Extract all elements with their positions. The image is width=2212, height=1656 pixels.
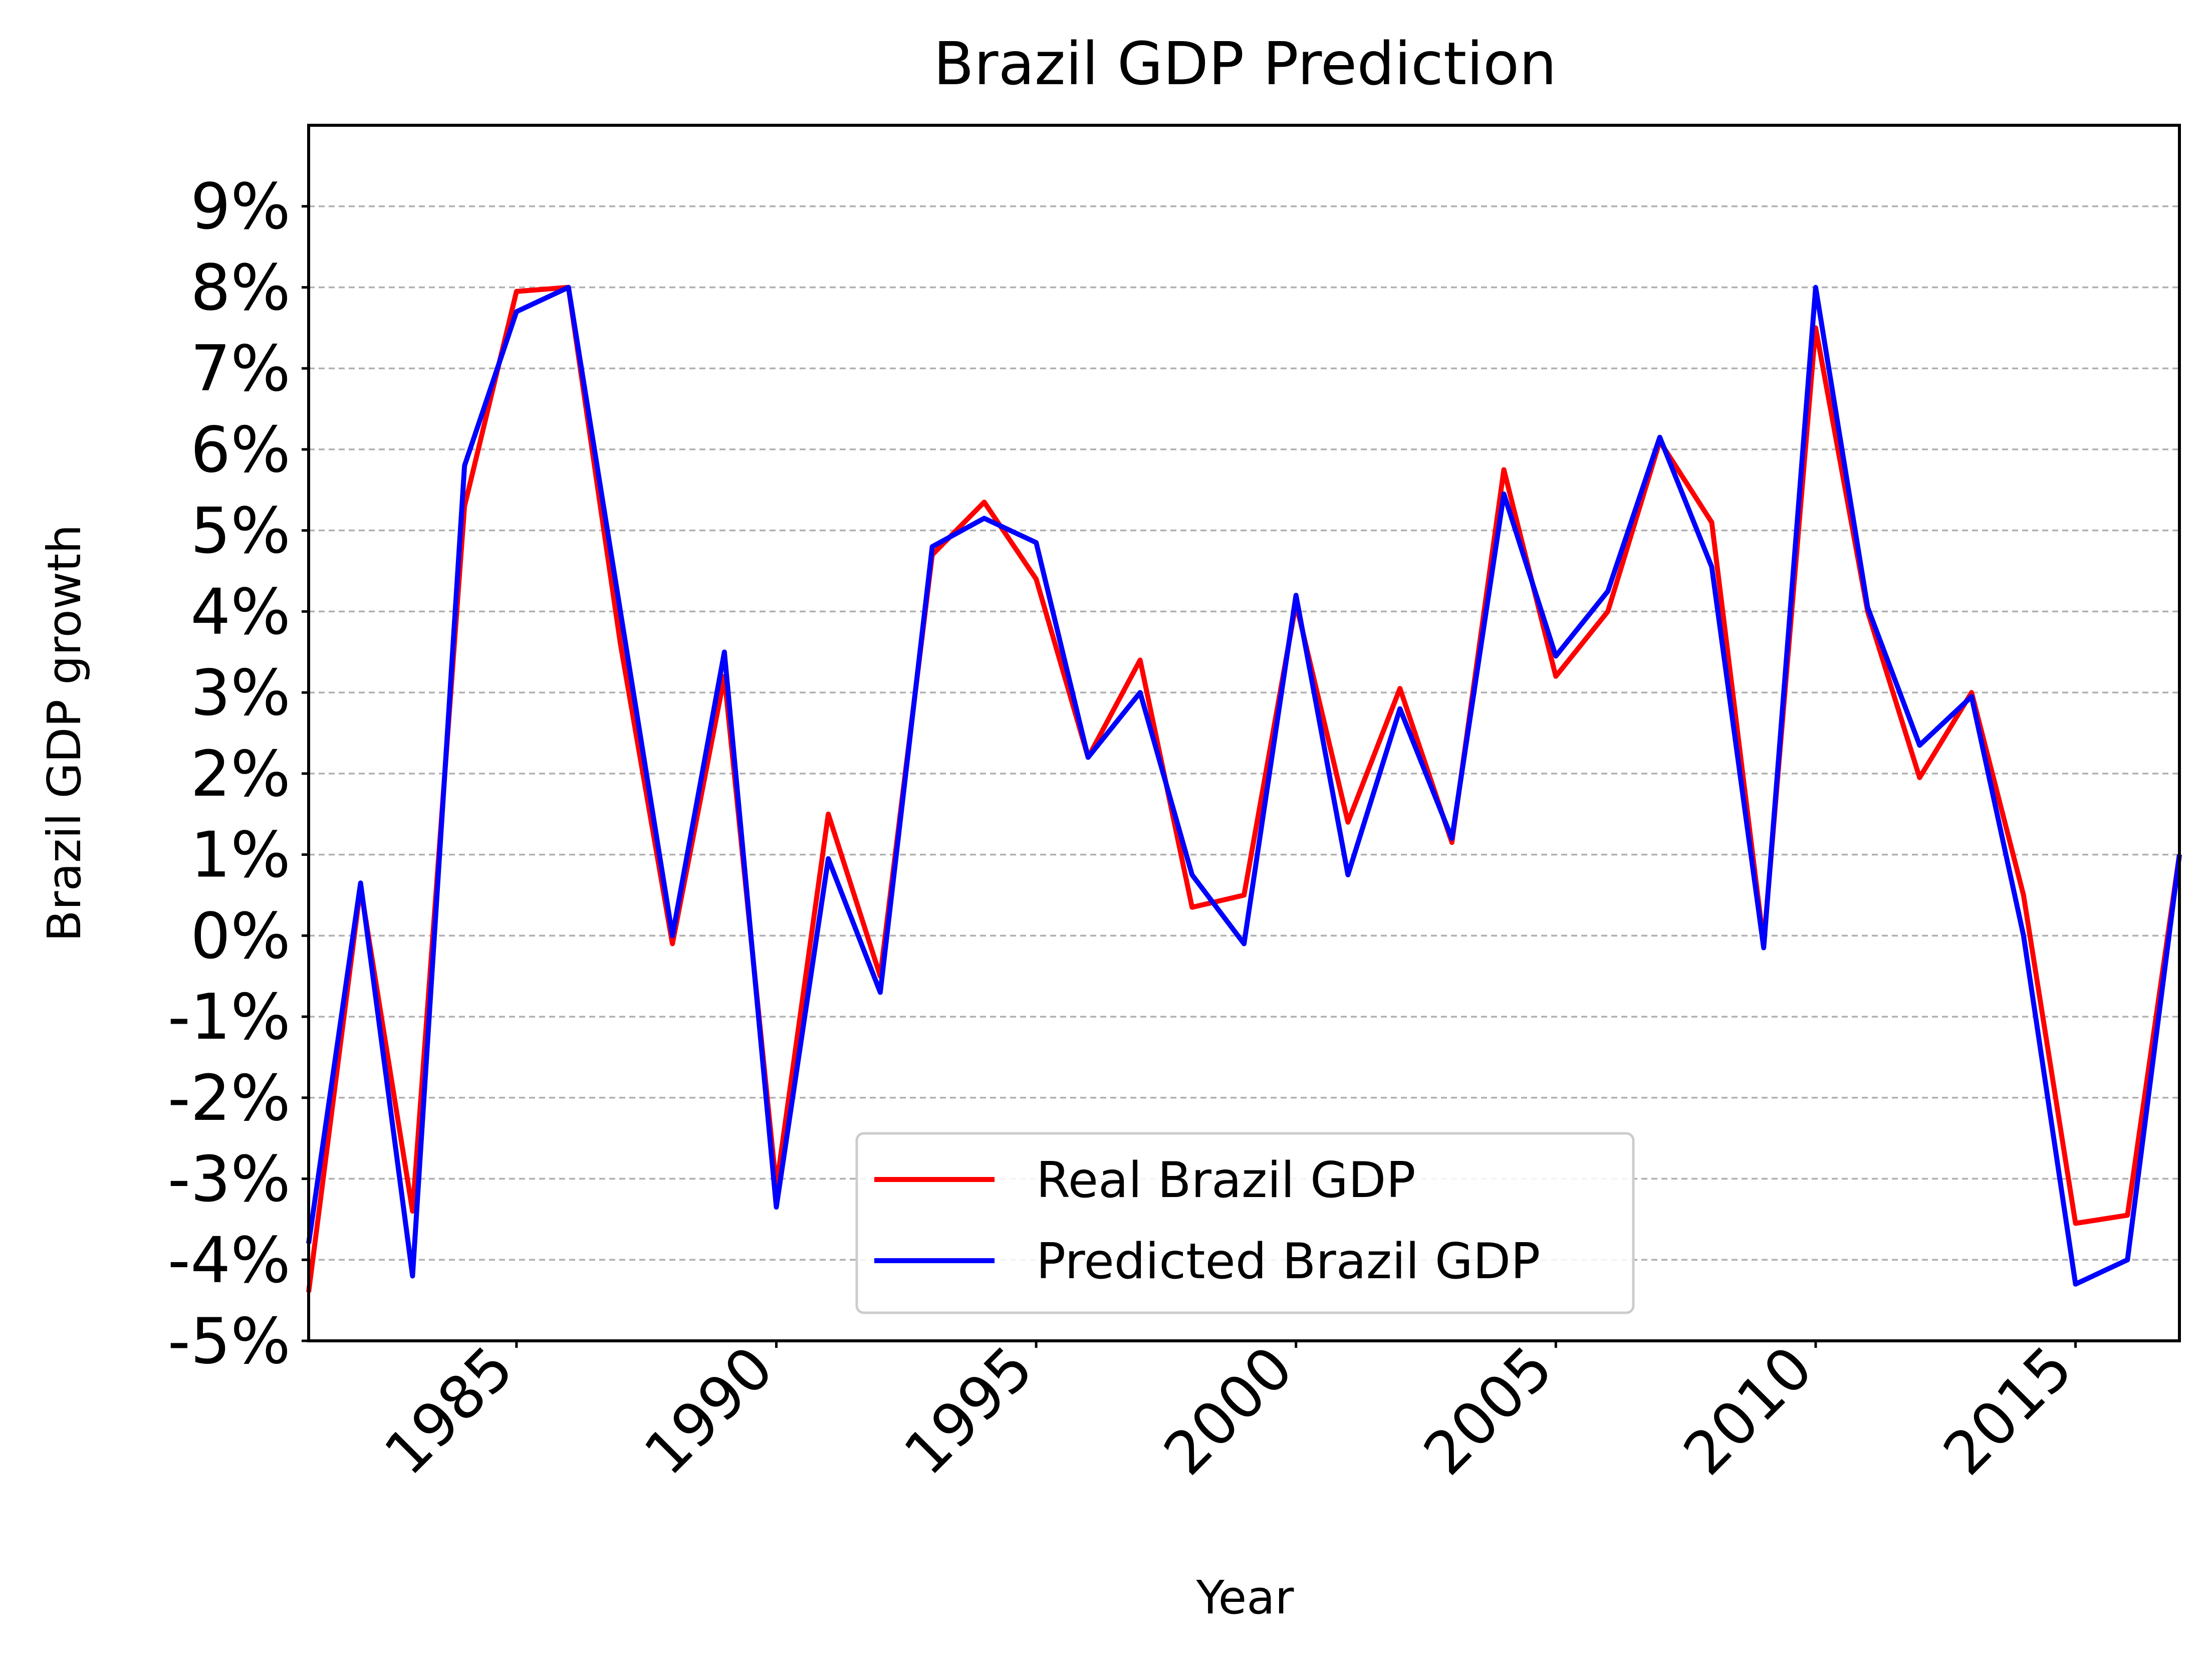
y-tick-label: 6% <box>190 413 291 487</box>
x-axis-label: Year <box>1196 1571 1294 1624</box>
y-axis-ticks: -5%-4%-3%-2%-1%0%1%2%3% 4%5%6% 7% 8%9% <box>168 170 309 1378</box>
data-series <box>306 285 2182 1293</box>
legend-box <box>855 1132 1635 1314</box>
x-tick-label: 2010 <box>1670 1333 1826 1488</box>
legend-label-predicted: Predicted Brazil GDP <box>1036 1233 1540 1290</box>
y-tick-label: 9% <box>190 170 291 244</box>
plot-frame <box>307 124 2181 1342</box>
x-tick-label: 2015 <box>1930 1333 2085 1488</box>
y-tick-label: -2% <box>168 1061 291 1135</box>
y-tick-label: 7% <box>190 332 291 405</box>
predicted-gdp-line <box>306 285 2182 1287</box>
y-tick-label: 8% <box>190 251 291 324</box>
y-tick-label: -5% <box>168 1304 291 1378</box>
y-tick-label: -1% <box>168 980 291 1054</box>
y-tick-label: 0% <box>190 899 291 973</box>
y-tick-label: 2% <box>190 737 291 811</box>
legend-label-real: Real Brazil GDP <box>1036 1152 1416 1209</box>
y-tick-label: 1% <box>190 818 291 892</box>
y-tick-label: 4% <box>190 575 291 648</box>
y-tick-label: 3% <box>190 656 291 730</box>
x-tick-label: 2005 <box>1410 1333 1566 1488</box>
y-axis-label: Brazil GDP growth <box>38 525 91 942</box>
y-tick-label: 5% <box>190 494 291 568</box>
legend: Real Brazil GDP Predicted Brazil GDP <box>855 1132 1635 1314</box>
y-tick-label: -3% <box>168 1142 291 1216</box>
x-tick-label: 1995 <box>891 1333 1046 1488</box>
x-axis-ticks: 1985 1990 1995 2000 2005 2010 2015 <box>371 1333 2086 1488</box>
x-tick-label: 1990 <box>631 1333 786 1488</box>
x-tick-label: 2000 <box>1151 1333 1306 1488</box>
chart-title: Brazil GDP Prediction <box>933 29 1557 98</box>
y-tick-label: -4% <box>168 1223 291 1297</box>
x-tick-label: 1985 <box>371 1333 527 1488</box>
